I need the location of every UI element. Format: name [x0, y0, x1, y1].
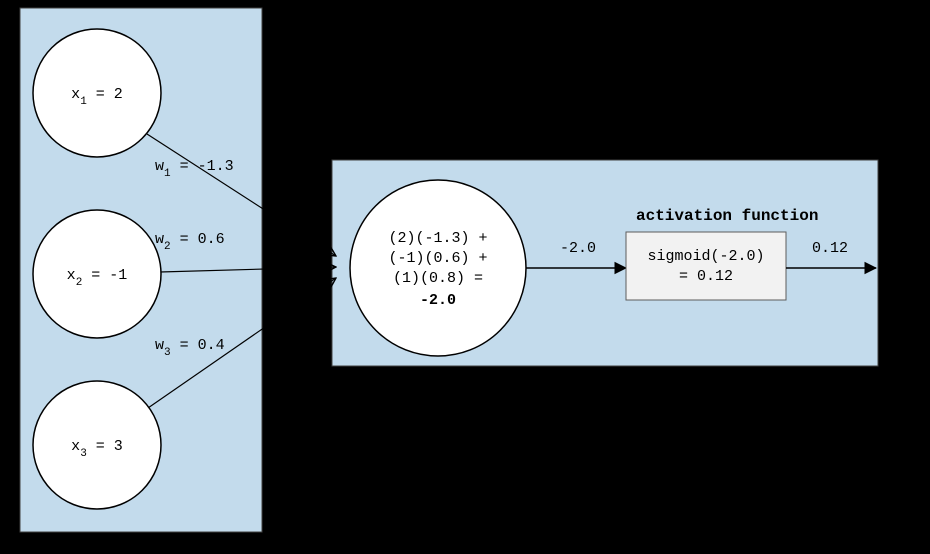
neuron-node — [350, 180, 526, 356]
activation-line-2: = 0.12 — [679, 268, 733, 285]
neuron-calc-line-1: (2)(-1.3) + — [388, 230, 487, 247]
neuron-calc-line-2: (-1)(0.6) + — [388, 250, 487, 267]
neuron-result: -2.0 — [420, 292, 456, 309]
edge-output-label: 0.12 — [812, 240, 848, 257]
activation-box — [626, 232, 786, 300]
activation-title: activation function — [636, 207, 818, 225]
neuron-calc-line-3: (1)(0.8) = — [393, 270, 483, 287]
activation-line-1: sigmoid(-2.0) — [647, 248, 764, 265]
edge-neuron-activation-label: -2.0 — [560, 240, 596, 257]
